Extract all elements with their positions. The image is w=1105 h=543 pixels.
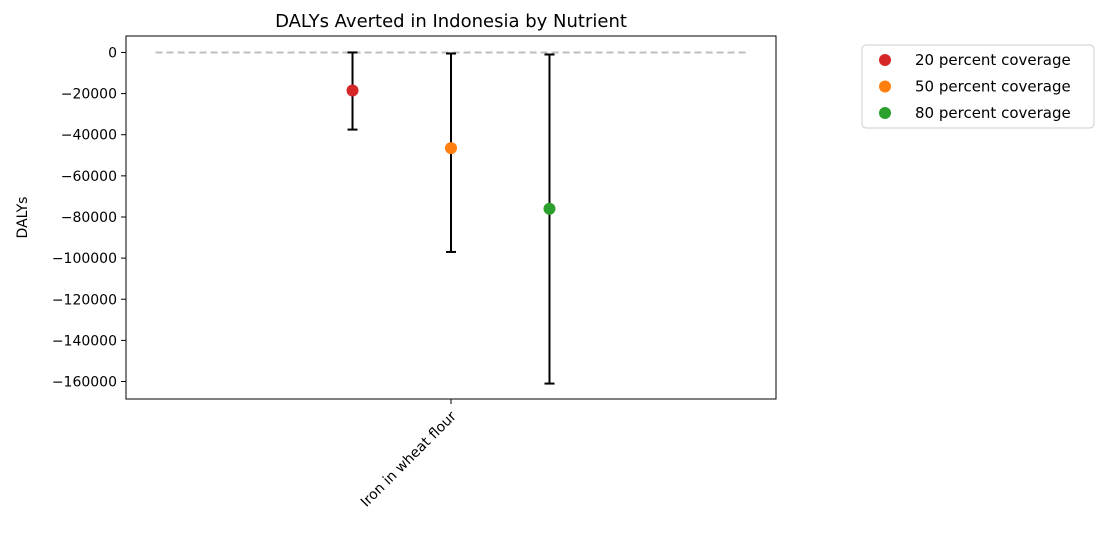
- series-1: [346, 51, 359, 131]
- legend-item: 50 percent coverage: [879, 78, 1071, 96]
- y-tick-label: −160000: [52, 375, 117, 391]
- data-point: [346, 84, 359, 97]
- y-tick-label: −40000: [61, 128, 117, 144]
- plot-area: [155, 51, 747, 385]
- series-3: [543, 53, 556, 385]
- legend-marker: [879, 80, 891, 93]
- legend-label: 50 percent coverage: [915, 78, 1071, 96]
- y-tick-label: −100000: [52, 251, 117, 267]
- legend-item: 80 percent coverage: [879, 104, 1071, 122]
- legend-label: 80 percent coverage: [915, 104, 1071, 122]
- x-tick-label: Iron in wheat flour: [358, 408, 460, 510]
- legend-marker: [879, 107, 891, 119]
- y-axis: 0 −20000 −40000 −60000 −80000 −100000 −120000 −…: [52, 45, 126, 391]
- x-axis: Iron in wheat flour: [358, 399, 460, 510]
- series-2: [445, 52, 457, 253]
- legend-item: 20 percent coverage: [879, 51, 1071, 69]
- legend: 20 percent coverage 50 percent coverage 80…: [861, 44, 1095, 129]
- legend-box: [861, 44, 1095, 129]
- y-tick-label: −140000: [52, 333, 117, 349]
- legend-label: 20 percent coverage: [915, 51, 1071, 69]
- y-tick-label: −120000: [52, 292, 117, 308]
- y-tick-label: −20000: [61, 87, 117, 103]
- y-axis-label: DALYs: [15, 197, 31, 239]
- data-point: [445, 142, 457, 155]
- y-tick-label: −80000: [61, 210, 117, 226]
- data-point: [543, 202, 556, 215]
- chart-title: DALYs Averted in Indonesia by Nutrient: [275, 11, 627, 32]
- y-tick-label: 0: [108, 45, 117, 61]
- legend-marker: [879, 54, 891, 66]
- y-tick-label: −60000: [61, 169, 117, 185]
